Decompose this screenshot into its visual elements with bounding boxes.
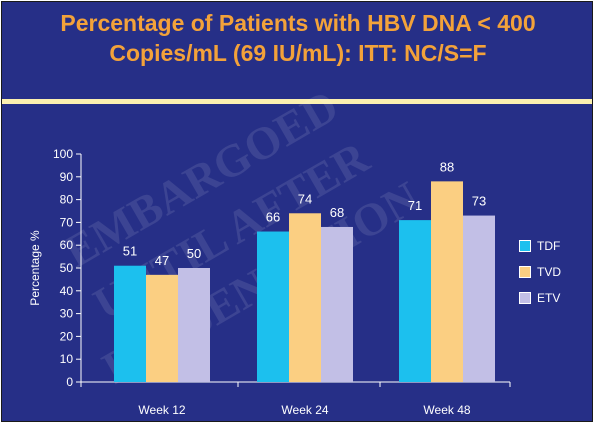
x-category-label: Week 48 xyxy=(423,403,470,417)
bar-tvd-1 xyxy=(146,274,178,382)
y-tick-label: 20 xyxy=(60,329,74,343)
legend: TDF TVD ETV xyxy=(519,233,561,311)
data-label-tdf-2: 66 xyxy=(266,210,280,225)
data-label-etv-3: 73 xyxy=(472,194,486,209)
y-tick-label: 30 xyxy=(60,307,74,321)
legend-item-tdf: TDF xyxy=(519,233,561,259)
bar-tdf-2 xyxy=(257,231,289,382)
data-label-tdf-1: 51 xyxy=(123,244,137,259)
y-axis-label: Percentage % xyxy=(28,230,42,306)
bar-tdf-1 xyxy=(114,265,146,382)
data-label-tvd-3: 88 xyxy=(440,159,454,174)
bar-etv-1 xyxy=(178,268,210,382)
legend-swatch xyxy=(519,266,531,278)
title-line-2: Copies/mL (69 IU/mL): ITT: NC/S=F xyxy=(109,40,487,66)
y-tick-label: 60 xyxy=(60,238,74,252)
y-tick-label: 50 xyxy=(60,261,74,275)
x-category-label: Week 12 xyxy=(138,403,185,417)
bar-tvd-3 xyxy=(431,181,463,382)
legend-label: ETV xyxy=(537,291,561,305)
bar-chart: 0 10 20 30 40 50 60 70 80 90 100 Percentage % 51 47 50… xyxy=(28,147,511,417)
data-label-tdf-3: 71 xyxy=(408,198,422,213)
y-tick-label: 10 xyxy=(60,352,74,366)
x-category-label: Week 24 xyxy=(281,403,328,417)
bar-tvd-2 xyxy=(289,213,321,382)
data-label-etv-2: 68 xyxy=(330,205,344,220)
title-divider xyxy=(2,99,592,104)
legend-item-tvd: TVD xyxy=(519,259,561,285)
data-label-etv-1: 50 xyxy=(187,246,201,261)
title-line-1: Percentage of Patients with HBV DNA < 40… xyxy=(60,10,536,36)
bar-etv-2 xyxy=(321,226,353,382)
legend-swatch xyxy=(519,240,531,252)
data-label-tvd-2: 74 xyxy=(298,191,312,206)
chart-title: Percentage of Patients with HBV DNA < 40… xyxy=(2,8,592,68)
legend-swatch xyxy=(519,292,531,304)
y-tick-label: 100 xyxy=(53,147,73,161)
y-tick-label: 90 xyxy=(60,170,74,184)
bar-tdf-3 xyxy=(399,220,431,382)
legend-label: TVD xyxy=(537,265,561,279)
y-tick-label: 80 xyxy=(60,193,74,207)
legend-item-etv: ETV xyxy=(519,285,561,311)
y-tick-label: 0 xyxy=(66,375,73,389)
legend-label: TDF xyxy=(537,239,561,253)
y-tick-label: 70 xyxy=(60,215,74,229)
bar-etv-3 xyxy=(463,215,495,382)
y-tick-label: 40 xyxy=(60,284,74,298)
data-label-tvd-1: 47 xyxy=(155,253,169,268)
